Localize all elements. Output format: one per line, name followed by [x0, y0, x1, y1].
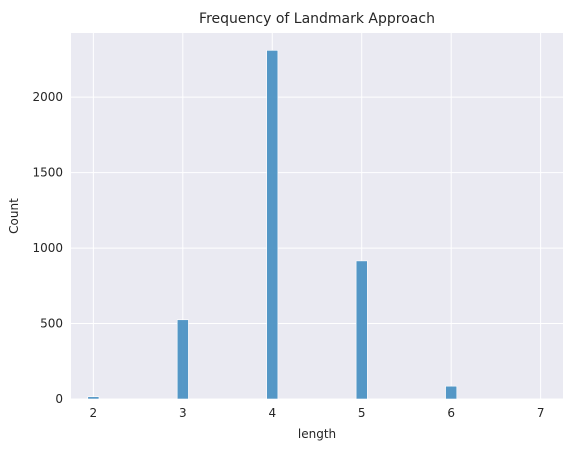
- plot-area: [71, 33, 563, 399]
- bars: [87, 50, 458, 400]
- bar-length-6: [445, 385, 458, 400]
- x-tick-label: 2: [90, 406, 98, 420]
- bar-length-3: [176, 319, 189, 400]
- bar-length-4: [266, 50, 279, 400]
- x-axis-label: length: [298, 427, 336, 441]
- y-tick-label: 0: [55, 392, 63, 406]
- bar-length-2: [87, 396, 100, 400]
- y-tick-label: 2000: [32, 90, 63, 104]
- y-tick-label: 1000: [32, 241, 63, 255]
- y-tick-label: 500: [40, 317, 63, 331]
- y-tick-label: 1500: [32, 166, 63, 180]
- x-tick-label: 3: [179, 406, 187, 420]
- x-tick-label: 6: [447, 406, 455, 420]
- x-tick-label: 4: [268, 406, 276, 420]
- y-axis-label: Count: [7, 198, 21, 234]
- x-tick-label: 7: [537, 406, 545, 420]
- x-tick-labels: 2 3 4 5 6 7: [90, 406, 545, 420]
- bar-length-5: [355, 260, 368, 400]
- x-tick-label: 5: [358, 406, 366, 420]
- y-tick-labels: 0 500 1000 1500 2000: [32, 90, 63, 406]
- grid-lines: [71, 33, 563, 400]
- chart-title: Frequency of Landmark Approach: [199, 11, 435, 27]
